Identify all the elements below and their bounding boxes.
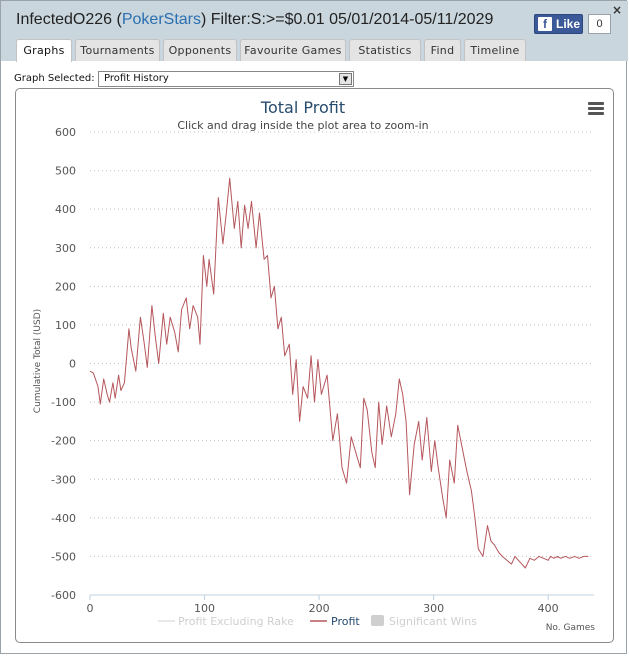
facebook-like-button[interactable]: f Like xyxy=(534,14,583,34)
y-tick-labels: -600 -500 -400 -300 -200 -100 0 100 200 300 400 500… xyxy=(51,126,76,602)
tab-find[interactable]: Find xyxy=(424,39,461,61)
like-label: Like xyxy=(556,17,581,31)
x-tick-label: 400 xyxy=(538,602,559,615)
y-tick-label: 400 xyxy=(55,203,76,216)
x-tick-label: 100 xyxy=(194,602,215,615)
grid-lines xyxy=(90,131,594,596)
tab-opponents[interactable]: Opponents xyxy=(163,39,237,61)
y-tick-label: -600 xyxy=(51,589,76,602)
y-tick-label: 0 xyxy=(69,358,76,371)
filter-text: Filter:S:>=$0.01 05/01/2014-05/11/2029 xyxy=(210,11,494,28)
y-tick-label: 200 xyxy=(55,280,76,293)
chart-legend: Profit Excluding Rake Profit Significant… xyxy=(158,615,477,628)
x-tick-label: 0 xyxy=(87,602,94,615)
player-name: InfectedO226 xyxy=(16,11,113,28)
x-axis-title: No. Games xyxy=(546,623,596,633)
series-layer xyxy=(89,177,589,569)
y-axis-title: Cumulative Total (USD) xyxy=(33,309,43,413)
tab-timeline[interactable]: Timeline xyxy=(464,39,526,61)
y-tick-label: -300 xyxy=(51,473,76,486)
window-header: InfectedO226 (PokerStars) Filter:S:>=$0.… xyxy=(1,1,628,62)
y-tick-label: 300 xyxy=(55,242,76,255)
like-count: 0 xyxy=(588,14,611,34)
legend-swatch-significant-wins xyxy=(371,615,384,626)
x-tick-label: 300 xyxy=(423,602,444,615)
facebook-icon: f xyxy=(538,17,552,31)
graph-select[interactable]: Profit History ▼ xyxy=(98,71,354,87)
site-link[interactable]: PokerStars xyxy=(121,11,201,28)
legend-label-profit[interactable]: Profit xyxy=(331,615,360,628)
x-tick-labels: 0 100 200 300 400 xyxy=(87,595,559,615)
tab-graphs[interactable]: Graphs xyxy=(16,39,72,62)
tab-statistics[interactable]: Statistics xyxy=(349,39,421,61)
graph-select-value: Profit History xyxy=(104,73,169,84)
legend-label-profit-excl-rake[interactable]: Profit Excluding Rake xyxy=(178,615,294,628)
y-tick-label: -400 xyxy=(51,512,76,525)
series-profit-line[interactable] xyxy=(89,177,589,569)
dropdown-arrow-icon[interactable]: ▼ xyxy=(339,73,352,85)
tab-tournaments[interactable]: Tournaments xyxy=(75,39,160,61)
y-tick-label: -200 xyxy=(51,435,76,448)
hamburger-menu-icon[interactable] xyxy=(588,102,604,116)
graph-selected-label: Graph Selected: xyxy=(14,73,95,84)
chart-container: Total Profit Click and drag inside the p… xyxy=(15,88,614,643)
legend-label-significant-wins[interactable]: Significant Wins xyxy=(389,615,477,628)
chart-title: Total Profit xyxy=(260,98,345,117)
y-tick-label: -100 xyxy=(51,396,76,409)
tab-favourite-games[interactable]: Favourite Games xyxy=(240,39,346,61)
close-icon[interactable]: × xyxy=(611,3,622,17)
window-title: InfectedO226 (PokerStars) Filter:S:>=$0.… xyxy=(16,11,494,28)
x-tick-label: 200 xyxy=(309,602,330,615)
y-tick-label: 100 xyxy=(55,319,76,332)
y-tick-label: -500 xyxy=(51,550,76,563)
chart-subtitle: Click and drag inside the plot area to z… xyxy=(177,119,428,132)
y-tick-label: 600 xyxy=(55,126,76,139)
profit-chart[interactable]: Total Profit Click and drag inside the p… xyxy=(16,89,613,642)
y-tick-label: 500 xyxy=(55,165,76,178)
